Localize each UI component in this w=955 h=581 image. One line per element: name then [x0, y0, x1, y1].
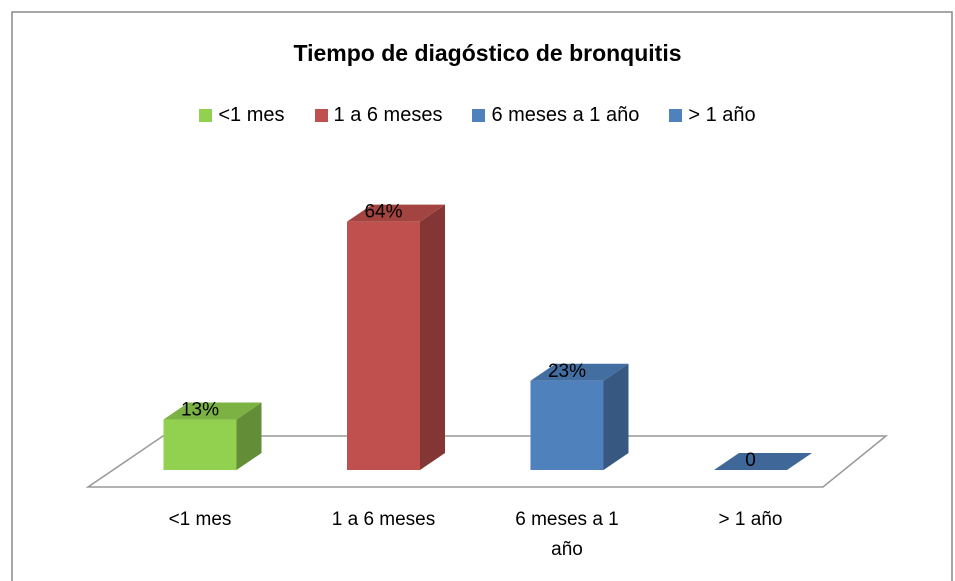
legend-item: <1 mes — [199, 104, 285, 127]
legend-swatch — [472, 109, 486, 122]
bar — [163, 419, 237, 470]
value-label: 13% — [181, 400, 219, 421]
legend-label: <1 mes — [218, 104, 285, 126]
legend-label: > 1 año — [688, 104, 756, 126]
bar-top — [714, 453, 812, 470]
legend-swatch — [199, 109, 213, 122]
legend-swatch — [669, 109, 683, 122]
bar-side — [420, 204, 445, 470]
chart-title: Tiempo de diagóstico de bronquitis — [293, 40, 682, 66]
bar-top — [347, 204, 445, 222]
bar-side — [603, 363, 629, 470]
legend-item: > 1 año — [669, 104, 756, 127]
legend-item: 1 a 6 meses — [314, 104, 443, 127]
bar-top — [530, 363, 629, 381]
legend-item: 6 meses a 1 año — [472, 104, 639, 127]
x-tick-label: > 1 año — [718, 509, 783, 530]
floor — [85, 435, 889, 488]
x-tick-label: 6 meses a 1 año — [515, 509, 619, 560]
bar-top — [163, 402, 262, 420]
legend-label: 6 meses a 1 año — [491, 104, 640, 126]
chart-border — [11, 11, 953, 581]
value-label: 23% — [548, 361, 586, 382]
legend-swatch — [314, 109, 328, 122]
bar — [530, 380, 604, 470]
value-label: 0 — [745, 450, 756, 471]
bar-side — [236, 402, 262, 470]
legend-label: 1 a 6 meses — [333, 104, 443, 126]
value-label: 64% — [364, 202, 402, 223]
legend: <1 mes 1 a 6 meses 6 meses a 1 año > 1 año — [0, 104, 955, 127]
x-tick-label: 1 a 6 meses — [331, 509, 436, 530]
bar — [347, 221, 420, 470]
x-tick-label: <1 mes — [168, 509, 232, 530]
